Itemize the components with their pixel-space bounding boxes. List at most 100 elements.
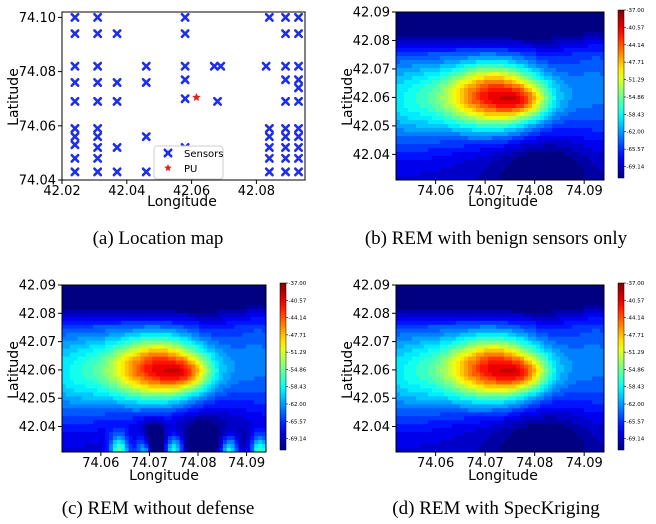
heat-cell bbox=[66, 436, 71, 441]
heat-cell bbox=[480, 144, 485, 149]
heat-cell bbox=[109, 357, 114, 362]
heat-cell bbox=[78, 321, 83, 326]
heat-cell bbox=[456, 112, 461, 117]
heat-cell bbox=[246, 341, 251, 346]
heat-cell bbox=[227, 353, 232, 358]
heat-cell bbox=[404, 404, 409, 409]
heat-cell bbox=[460, 128, 465, 133]
heat-cell bbox=[476, 140, 481, 145]
heat-cell bbox=[184, 384, 189, 389]
heat-cell bbox=[404, 313, 409, 318]
heat-cell bbox=[105, 376, 110, 381]
heat-cell bbox=[400, 40, 405, 45]
heat-cell bbox=[231, 408, 236, 413]
heat-cell bbox=[448, 164, 453, 169]
heat-cell bbox=[468, 16, 473, 21]
heat-cell bbox=[188, 341, 193, 346]
heat-cell bbox=[231, 361, 236, 366]
heat-cell bbox=[168, 444, 173, 449]
heat-cell bbox=[246, 392, 251, 397]
heat-cell bbox=[172, 432, 177, 437]
heat-cell bbox=[176, 297, 181, 302]
heat-cell bbox=[540, 72, 545, 77]
heat-cell bbox=[191, 400, 196, 405]
heat-cell bbox=[564, 12, 569, 17]
heat-cell bbox=[223, 408, 228, 413]
heat-cell bbox=[188, 301, 193, 306]
heat-cell bbox=[492, 44, 497, 49]
heat-cell bbox=[101, 372, 106, 377]
heat-cell bbox=[144, 357, 149, 362]
heat-cell bbox=[448, 144, 453, 149]
heat-cell bbox=[588, 20, 593, 25]
heat-cell bbox=[203, 400, 208, 405]
heat-cell bbox=[231, 337, 236, 342]
heat-cell bbox=[168, 353, 173, 358]
heat-cell bbox=[460, 112, 465, 117]
heat-cell bbox=[548, 68, 553, 73]
heat-cell bbox=[556, 48, 561, 53]
heat-cell bbox=[472, 48, 477, 53]
heat-cell bbox=[125, 341, 130, 346]
heat-cell bbox=[584, 140, 589, 145]
heat-cell bbox=[246, 384, 251, 389]
heat-cell bbox=[211, 309, 216, 314]
heat-cell bbox=[548, 72, 553, 77]
heat-cell bbox=[211, 325, 216, 330]
heat-cell bbox=[476, 92, 481, 97]
heat-cell bbox=[400, 408, 405, 413]
heat-cell bbox=[180, 361, 185, 366]
heat-cell bbox=[129, 408, 134, 413]
heat-cell bbox=[89, 361, 94, 366]
heat-cell bbox=[156, 408, 161, 413]
heat-cell bbox=[512, 152, 517, 157]
heat-cell bbox=[484, 64, 489, 69]
heat-cell bbox=[432, 164, 437, 169]
heat-cell bbox=[140, 353, 145, 358]
heat-cell bbox=[148, 388, 153, 393]
heat-cell bbox=[476, 44, 481, 49]
heat-cell bbox=[137, 313, 142, 318]
panel-b-ytick-label: 42.05 bbox=[353, 119, 390, 134]
heat-cell bbox=[396, 297, 401, 302]
heat-cell bbox=[524, 104, 529, 109]
heat-cell bbox=[129, 309, 134, 314]
heat-cell bbox=[188, 289, 193, 294]
heat-cell bbox=[62, 329, 67, 334]
heat-cell bbox=[129, 392, 134, 397]
heat-cell bbox=[428, 428, 433, 433]
heat-cell bbox=[62, 369, 67, 374]
heat-cell bbox=[160, 341, 165, 346]
heat-cell bbox=[144, 321, 149, 326]
heat-cell bbox=[528, 72, 533, 77]
heat-cell bbox=[78, 380, 83, 385]
heat-cell bbox=[556, 36, 561, 41]
heat-cell bbox=[548, 96, 553, 101]
heat-cell bbox=[219, 436, 224, 441]
heat-cell bbox=[420, 396, 425, 401]
heat-cell bbox=[184, 341, 189, 346]
heat-cell bbox=[62, 420, 67, 425]
heat-cell bbox=[137, 404, 142, 409]
panel-b-colorbar bbox=[618, 10, 624, 178]
heat-cell bbox=[484, 28, 489, 33]
heat-cell bbox=[496, 128, 501, 133]
heat-cell bbox=[504, 80, 509, 85]
heat-cell bbox=[254, 432, 259, 437]
heat-cell bbox=[488, 168, 493, 173]
heat-cell bbox=[556, 104, 561, 109]
heat-cell bbox=[528, 164, 533, 169]
heat-cell bbox=[532, 160, 537, 165]
heat-cell bbox=[140, 309, 145, 314]
heat-cell bbox=[448, 116, 453, 121]
heat-cell bbox=[152, 404, 157, 409]
heat-cell bbox=[109, 317, 114, 322]
heat-cell bbox=[564, 88, 569, 93]
heat-cell bbox=[504, 60, 509, 65]
heat-cell bbox=[133, 357, 138, 362]
heat-cell bbox=[460, 108, 465, 113]
heat-cell bbox=[528, 20, 533, 25]
heat-cell bbox=[564, 108, 569, 113]
heat-cell bbox=[89, 428, 94, 433]
heat-cell bbox=[416, 416, 421, 421]
